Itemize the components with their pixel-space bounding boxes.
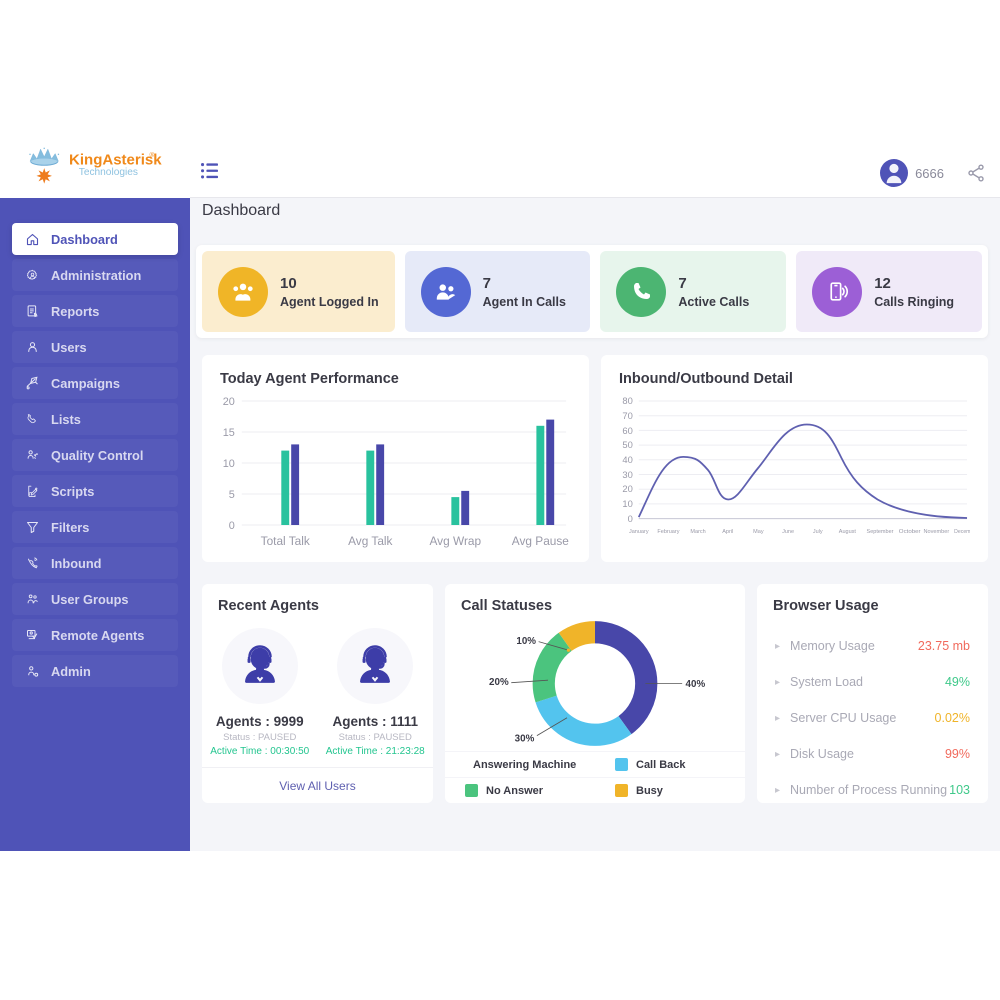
svg-text:40: 40 [622,455,632,466]
svg-text:10%: 10% [516,636,536,647]
svg-text:40%: 40% [686,679,706,690]
svg-text:Avg Wrap: Avg Wrap [430,534,482,548]
svg-text:February: February [657,529,679,535]
svg-text:June: June [782,529,794,535]
svg-text:December: December [954,529,970,535]
svg-text:0: 0 [628,514,633,525]
svg-text:Total Talk: Total Talk [261,534,310,548]
svg-text:30: 30 [622,470,632,481]
svg-text:20: 20 [223,396,235,408]
svg-text:50: 50 [622,440,632,451]
svg-text:November: November [924,529,950,535]
svg-text:March: March [690,529,705,535]
svg-text:20: 20 [622,484,632,495]
svg-text:60: 60 [622,426,632,437]
svg-text:30%: 30% [515,734,535,745]
svg-text:August: August [839,529,857,535]
svg-text:May: May [753,529,764,535]
svg-text:Avg Talk: Avg Talk [348,534,392,548]
svg-text:®: ® [149,151,154,159]
svg-text:April: April [722,529,733,535]
svg-text:80: 80 [622,396,632,407]
svg-text:0: 0 [229,520,235,532]
svg-text:September: September [867,529,894,535]
svg-text:10: 10 [622,499,632,510]
svg-text:10: 10 [223,458,235,470]
svg-text:5: 5 [229,489,235,501]
svg-text:KingAsterisk: KingAsterisk [69,151,162,168]
svg-text:January: January [629,529,649,535]
svg-text:Avg Pause: Avg Pause [512,534,569,548]
svg-text:Technologies: Technologies [79,167,138,178]
svg-text:October: October [899,529,921,535]
svg-text:July: July [813,529,823,535]
svg-text:70: 70 [622,411,632,422]
svg-text:20%: 20% [489,677,509,688]
svg-text:15: 15 [223,427,235,439]
